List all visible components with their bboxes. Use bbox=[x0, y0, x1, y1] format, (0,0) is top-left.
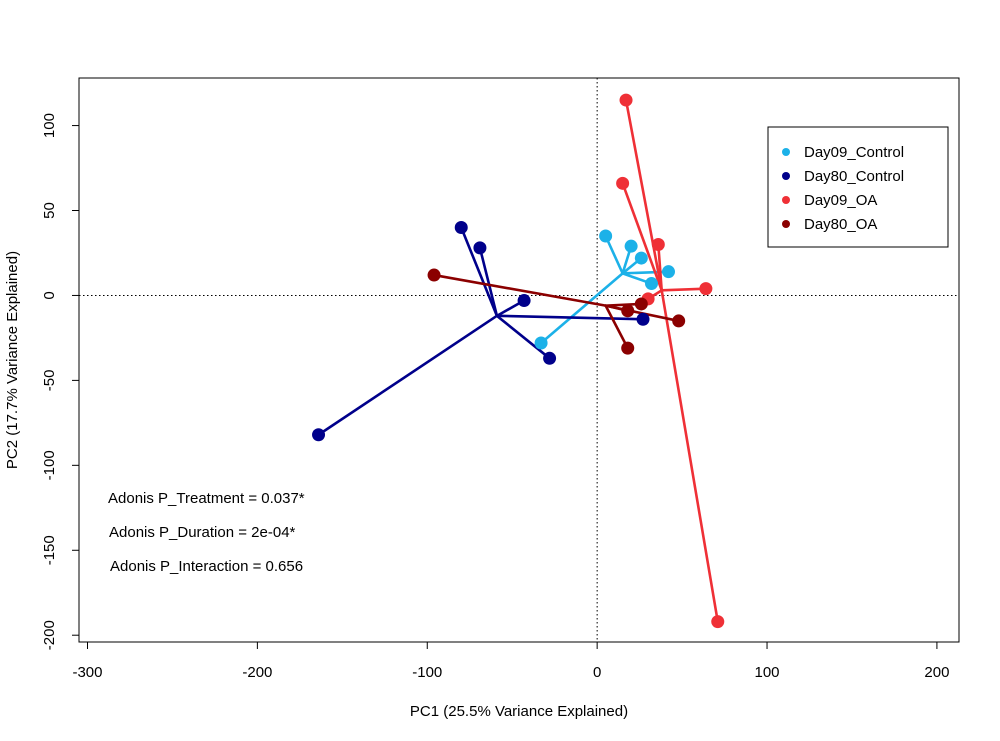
point-day09-control-0 bbox=[599, 229, 613, 243]
y-tick-label: 50 bbox=[41, 202, 58, 219]
point-day80-oa-4 bbox=[621, 341, 635, 355]
point-day09-oa-5 bbox=[711, 615, 725, 629]
legend: Day09_Control Day80_Control Day09_OA Day80_… bbox=[767, 126, 949, 248]
point-day80-control-0 bbox=[454, 220, 468, 234]
point-day80-oa-3 bbox=[672, 314, 686, 328]
y-tick-label: -200 bbox=[41, 620, 58, 650]
spoke-day80-oa-0 bbox=[432, 273, 607, 307]
spoke-day80-control-5 bbox=[495, 314, 645, 321]
spoke-day09-oa-5 bbox=[660, 289, 720, 623]
reference-lines bbox=[79, 78, 959, 642]
x-axis: -300 -200 -100 0 100 200 bbox=[72, 641, 949, 681]
x-tick-label: 0 bbox=[593, 664, 601, 681]
spoke-day09-control-0 bbox=[604, 234, 624, 275]
y-tick-label: -100 bbox=[41, 450, 58, 480]
point-day80-oa-0 bbox=[427, 268, 441, 282]
point-day80-control-2 bbox=[517, 294, 531, 308]
point-day09-oa-0 bbox=[619, 93, 633, 107]
x-tick-label: -300 bbox=[72, 664, 102, 681]
annotation-interaction: Adonis P_Interaction = 0.656 bbox=[110, 558, 303, 575]
spoke-day09-oa-2 bbox=[657, 243, 664, 292]
point-day80-oa-1 bbox=[634, 297, 648, 311]
point-day09-control-3 bbox=[661, 265, 675, 279]
adonis-annotations: Adonis P_Treatment = 0.037* Adonis P_Dur… bbox=[108, 490, 305, 575]
legend-label-day80-control: Day80_Control bbox=[804, 168, 904, 185]
point-day09-control-4 bbox=[645, 277, 659, 291]
point-day80-control-4 bbox=[312, 428, 326, 442]
point-day80-control-1 bbox=[473, 241, 487, 255]
spoke-day80-control-4 bbox=[317, 314, 499, 437]
point-day09-control-5 bbox=[534, 336, 548, 350]
y-tick-label: 0 bbox=[41, 291, 58, 299]
spoke-day80-control-3 bbox=[495, 314, 551, 360]
spoke-day09-control-5 bbox=[539, 272, 624, 345]
point-day09-oa-2 bbox=[651, 237, 665, 251]
legend-label-day09-oa: Day09_OA bbox=[804, 192, 877, 209]
point-day80-oa-2 bbox=[621, 304, 635, 318]
y-tick-label: -150 bbox=[41, 535, 58, 565]
y-tick-label: -50 bbox=[41, 370, 58, 392]
data-points bbox=[312, 93, 725, 629]
point-day80-control-5 bbox=[636, 312, 650, 326]
legend-box bbox=[767, 126, 949, 248]
x-tick-label: -100 bbox=[412, 664, 442, 681]
spoke-day80-oa-4 bbox=[604, 304, 630, 350]
spoke-day09-oa-0 bbox=[624, 98, 664, 292]
x-tick-label: 100 bbox=[755, 664, 780, 681]
x-axis-title: PC1 (25.5% Variance Explained) bbox=[410, 703, 628, 720]
annotation-treatment: Adonis P_Treatment = 0.037* bbox=[108, 490, 305, 507]
y-axis-title: PC2 (17.7% Variance Explained) bbox=[4, 251, 21, 469]
point-day09-control-1 bbox=[624, 239, 638, 253]
legend-marker-day09-oa bbox=[782, 196, 790, 204]
spoke-day80-control-1 bbox=[478, 246, 499, 318]
x-tick-label: -200 bbox=[242, 664, 272, 681]
point-day80-control-3 bbox=[543, 351, 557, 365]
legend-marker-day80-control bbox=[782, 172, 790, 180]
point-day09-control-2 bbox=[634, 251, 648, 265]
legend-label-day09-control: Day09_Control bbox=[804, 144, 904, 161]
point-day09-oa-1 bbox=[616, 176, 630, 190]
spoke-day09-oa-1 bbox=[621, 182, 664, 292]
legend-marker-day09-control bbox=[782, 148, 790, 156]
spoke-day09-oa-3 bbox=[660, 287, 708, 292]
annotation-duration: Adonis P_Duration = 2e-04* bbox=[109, 524, 296, 541]
point-day09-oa-3 bbox=[699, 282, 713, 296]
x-tick-label: 200 bbox=[924, 664, 949, 681]
spoke-day80-control-0 bbox=[459, 226, 499, 318]
legend-label-day80-oa: Day80_OA bbox=[804, 216, 877, 233]
y-axis: 100 50 0 -50 -100 -150 -200 bbox=[41, 113, 80, 650]
y-tick-label: 100 bbox=[41, 113, 58, 138]
legend-marker-day80-oa bbox=[782, 220, 790, 228]
spider-lines bbox=[317, 98, 720, 623]
